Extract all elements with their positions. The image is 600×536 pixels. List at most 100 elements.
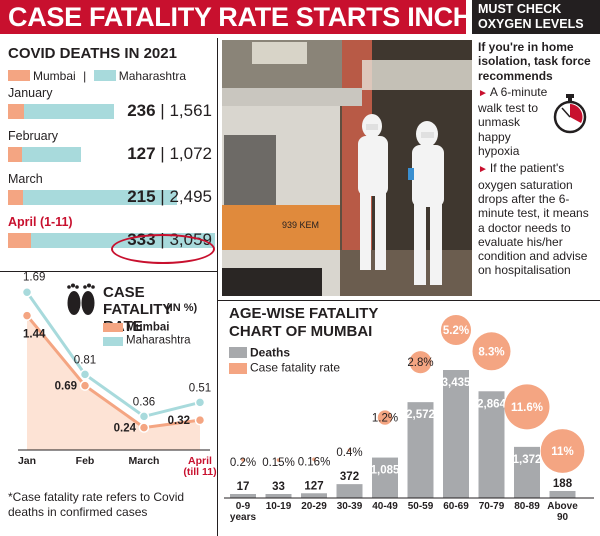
deaths-bar xyxy=(478,391,505,498)
legend-swatch-mumbai xyxy=(103,323,123,333)
footprint-icon xyxy=(67,283,95,315)
legend-swatch-maharashtra xyxy=(93,70,116,82)
age-bar-chart: 17 0.2% 0-9 years 33 0.15% 10-19 127 0.16% 20-29 3… xyxy=(224,314,594,523)
deaths-value-label: 17 xyxy=(237,481,250,493)
bar-maharashtra xyxy=(8,190,177,205)
legend-label-mumbai: Mumbai xyxy=(33,68,76,83)
month-label: April (1-11) xyxy=(8,215,73,229)
divider-horizontal-right xyxy=(218,300,600,301)
legend-swatch-deaths xyxy=(229,347,247,359)
deaths-bar xyxy=(230,494,256,498)
fatality-rate-dot xyxy=(377,410,393,425)
age-group-label: 10-19 xyxy=(266,501,292,512)
bar-maharashtra xyxy=(8,104,114,119)
legend-label-maharashtra: Maharashtra xyxy=(126,334,191,347)
fatality-rate-dot xyxy=(409,351,432,374)
divider-horizontal-left xyxy=(0,271,218,272)
fatality-rate-label: 11% xyxy=(551,446,573,458)
deaths-bar xyxy=(372,457,398,498)
deaths-value-label: 3,435 xyxy=(442,377,471,389)
age-group-label: 40-49 xyxy=(372,501,398,512)
deaths-bar xyxy=(301,493,327,498)
age-panel-title: AGE-WISE FATALITY CHART OF MUMBAI xyxy=(229,305,379,340)
deaths-bar xyxy=(336,484,363,498)
mumbai-value-label: 0.24 xyxy=(114,423,137,435)
legend-label-mumbai: Mumbai xyxy=(126,321,170,334)
deaths-value-label: 1,372 xyxy=(513,454,542,466)
april-highlight-ellipse xyxy=(111,234,215,264)
fatality-rate-label: 0.2% xyxy=(230,457,256,469)
van-plate: 939 KEM xyxy=(282,220,319,230)
age-legend: Deaths Case fatality rate xyxy=(229,345,340,376)
legend-label-maharashtra: Maharashtra xyxy=(118,68,187,83)
deaths-value-label: 1,085 xyxy=(371,465,400,477)
maharashtra-value-label: 0.36 xyxy=(133,396,155,408)
maharashtra-line xyxy=(25,291,201,419)
fatality-rate-dot xyxy=(440,314,472,346)
divider-vertical-left xyxy=(217,38,218,536)
fatality-rate-label: 1.2% xyxy=(372,413,398,425)
month-label: February xyxy=(8,129,59,143)
cfr-footnote: *Case fatality rate refers to Covid deat… xyxy=(8,490,185,519)
bar-mumbai xyxy=(8,147,22,162)
mumbai-value-label: 0.32 xyxy=(168,415,190,427)
bar-mumbai xyxy=(8,233,31,248)
fatality-rate-label: 0.15% xyxy=(262,457,295,469)
fatality-rate-label: 0.4% xyxy=(336,447,362,459)
mumbai-area xyxy=(27,315,200,450)
maharashtra-value-label: 1.69 xyxy=(23,272,45,283)
deaths-value-label: 2,572 xyxy=(406,409,435,421)
fatality-rate-dot xyxy=(472,332,511,371)
x-tick-label: April (till 11) xyxy=(183,455,216,478)
bar-mumbai xyxy=(8,190,23,205)
age-group-label: 60-69 xyxy=(443,501,469,512)
x-tick-label: Jan xyxy=(18,455,36,467)
fatality-rate-dot xyxy=(540,429,585,473)
x-tick-label: Feb xyxy=(76,455,95,467)
bullet-arrow-icon: ► xyxy=(478,87,488,99)
legend-label-deaths: Deaths xyxy=(250,345,291,360)
legend-label-fatality-rate: Case fatality rate xyxy=(250,360,341,375)
deaths-value-label: 2,864 xyxy=(477,398,506,410)
sidebar-text: If you're in home isolation, task force … xyxy=(478,40,598,278)
legend-swatch-fatality-rate xyxy=(229,362,247,374)
mumbai-point xyxy=(79,380,91,391)
sidebar-lead: If you're in home isolation, task force … xyxy=(478,40,591,83)
age-group-label: 30-39 xyxy=(337,501,363,512)
maharashtra-point xyxy=(194,397,206,408)
deaths-bar xyxy=(549,490,576,498)
cfr-panel-subtitle: (IN %) xyxy=(166,302,198,314)
maharashtra-point xyxy=(79,369,91,380)
sidebar-bullet-1: ► A 6-minute walk test to unmask happy hy… xyxy=(478,84,548,159)
deaths-value-label: 127 | 1,072 xyxy=(127,144,212,163)
sidebar-bullet-2: ► If the patient's oxygen saturation drop… xyxy=(478,161,589,278)
legend-swatch-maharashtra xyxy=(103,336,123,346)
bar-maharashtra xyxy=(8,147,81,162)
age-group-label: 70-79 xyxy=(479,501,505,512)
mumbai-value-label: 0.69 xyxy=(55,381,77,393)
fatality-rate-dot xyxy=(504,384,550,430)
sidebar-title: MUST CHECK OXYGEN LEVELS xyxy=(472,0,600,34)
age-group-label: 0-9 years xyxy=(230,501,257,523)
deaths-value-label: 33 xyxy=(272,481,285,493)
deaths-bar xyxy=(514,446,540,498)
cfr-legend: Mumbai Maharashtra xyxy=(103,321,191,348)
deaths-value-label: 215 | 2,495 xyxy=(127,187,212,206)
deaths-value-label: 127 xyxy=(304,480,323,492)
maharashtra-value-label: 0.51 xyxy=(189,382,211,394)
month-label: March xyxy=(8,172,43,186)
fatality-rate-dot xyxy=(241,458,245,462)
mumbai-point xyxy=(194,414,206,426)
deaths-bar xyxy=(265,494,292,498)
x-tick-label: March xyxy=(129,455,160,467)
deaths-bar xyxy=(443,370,469,498)
ppe-workers-photo: 939 KEM xyxy=(222,40,472,296)
fatality-rate-dot xyxy=(347,448,352,452)
fatality-rate-dot xyxy=(312,457,316,462)
mumbai-point xyxy=(21,310,33,321)
fatality-rate-label: 0.16% xyxy=(298,456,331,468)
mumbai-line xyxy=(25,314,201,430)
age-group-label: Above 90 xyxy=(547,501,578,523)
legend-swatch-mumbai xyxy=(8,70,30,82)
bar-mumbai xyxy=(8,104,24,119)
